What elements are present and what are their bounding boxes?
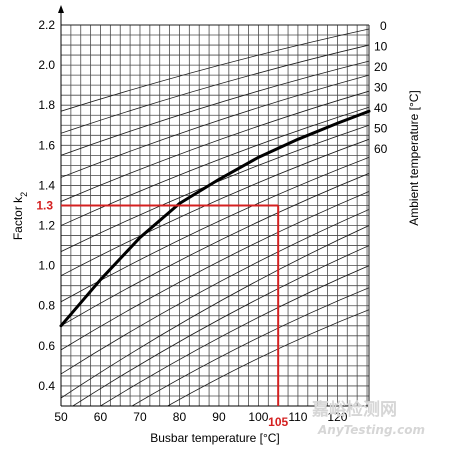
watermark-url: AnyTesting.com xyxy=(317,423,425,437)
ambient-labels: 0 10 20 30 40 50 60 xyxy=(374,19,388,156)
ambient-label: 60 xyxy=(374,142,388,156)
x-axis-label: Busbar temperature [°C] xyxy=(150,431,280,445)
ambient-curve xyxy=(131,287,369,406)
x-tick-label: 100 xyxy=(248,410,268,424)
y-axis-label-main: Factor k xyxy=(11,196,25,240)
annotation-y-label: 1.3 xyxy=(36,198,53,212)
y-tick-label: 0.4 xyxy=(38,379,55,393)
ambient-curve xyxy=(61,191,369,351)
x-tick-label: 90 xyxy=(212,410,226,424)
right-axis-label: Ambient temperature [°C] xyxy=(407,90,421,226)
ambient-curve xyxy=(61,60,369,156)
ambient-curve xyxy=(61,173,369,327)
ambient-curve xyxy=(61,44,369,134)
x-tick-label: 60 xyxy=(94,410,108,424)
y-tick-label: 1.8 xyxy=(38,98,55,112)
x-tick-label: 70 xyxy=(133,410,147,424)
ambient-label: 10 xyxy=(374,40,388,54)
ambient-curve xyxy=(61,138,369,277)
y-tick-label: 2.2 xyxy=(38,18,55,32)
y-tick-label: 1.4 xyxy=(38,178,55,192)
axes xyxy=(58,5,369,407)
ambient-40-curve xyxy=(59,109,371,328)
y-axis-label: Factor k2 xyxy=(11,192,29,240)
y-tick-label: 0.8 xyxy=(38,299,55,313)
annotation-x-label: 105 xyxy=(268,415,288,429)
x-tick-label: 50 xyxy=(54,410,68,424)
ambient-curve xyxy=(61,124,369,252)
x-tick-labels: 50 60 70 80 90 100 110 120 xyxy=(54,410,347,424)
ambient-curve xyxy=(61,74,369,178)
y-tick-label: 2.0 xyxy=(38,58,55,72)
ambient-curve xyxy=(61,28,369,112)
ambient-curve xyxy=(100,265,369,406)
ambient-curve xyxy=(61,209,369,375)
y-tick-labels: 0.4 0.6 0.8 1.0 1.2 1.4 1.6 1.8 2.0 2.2 xyxy=(38,18,55,393)
ambient-label: 30 xyxy=(374,81,388,95)
y-axis-arrow xyxy=(58,5,64,13)
ambient-curve xyxy=(167,309,369,406)
reading-annotation xyxy=(61,204,280,406)
ambient-curve xyxy=(61,225,369,399)
ambient-curve xyxy=(72,245,369,406)
ambient-curves xyxy=(61,28,369,406)
ambient-curve xyxy=(61,106,369,226)
ambient-label: 40 xyxy=(374,101,388,115)
ambient-curve xyxy=(61,90,369,202)
y-tick-label: 1.0 xyxy=(38,259,55,273)
ambient-label: 50 xyxy=(374,122,388,136)
watermark-text: 嘉峪检测网 xyxy=(311,399,397,420)
x-tick-label: 110 xyxy=(288,410,307,424)
y-tick-label: 0.6 xyxy=(38,339,55,353)
y-tick-label: 1.2 xyxy=(38,219,55,233)
y-axis-label-sub: 2 xyxy=(19,192,29,197)
grid xyxy=(60,24,370,407)
x-tick-label: 80 xyxy=(173,410,187,424)
y-tick-label: 1.6 xyxy=(38,138,55,152)
ambient-label: 20 xyxy=(374,60,388,74)
x-tick-label: 120 xyxy=(327,410,347,424)
ambient-label: 0 xyxy=(380,19,387,33)
